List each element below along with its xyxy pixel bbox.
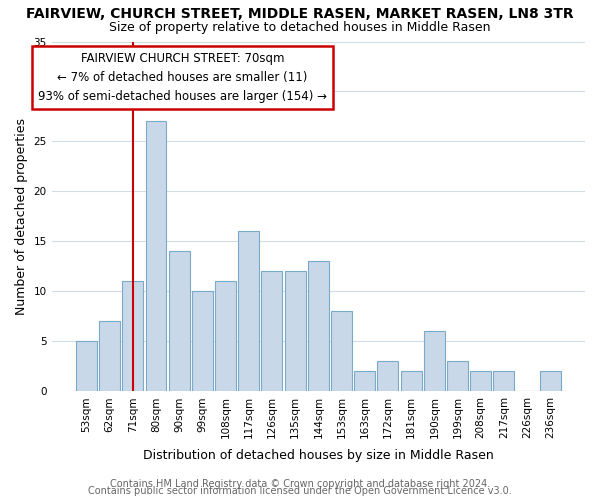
Text: Size of property relative to detached houses in Middle Rasen: Size of property relative to detached ho… [109,21,491,34]
Bar [470,372,491,392]
Bar [262,272,283,392]
Bar [122,282,143,392]
Bar [284,272,305,392]
Bar [424,332,445,392]
Bar [238,232,259,392]
Text: FAIRVIEW CHURCH STREET: 70sqm
← 7% of detached houses are smaller (11)
93% of se: FAIRVIEW CHURCH STREET: 70sqm ← 7% of de… [38,52,327,103]
X-axis label: Distribution of detached houses by size in Middle Rasen: Distribution of detached houses by size … [143,450,494,462]
Bar [169,252,190,392]
Bar [192,292,213,392]
Bar [331,312,352,392]
Text: Contains public sector information licensed under the Open Government Licence v3: Contains public sector information licen… [88,486,512,496]
Y-axis label: Number of detached properties: Number of detached properties [15,118,28,315]
Bar [99,322,120,392]
Bar [401,372,422,392]
Bar [354,372,375,392]
Bar [377,362,398,392]
Text: Contains HM Land Registry data © Crown copyright and database right 2024.: Contains HM Land Registry data © Crown c… [110,479,490,489]
Bar [447,362,468,392]
Bar [146,122,166,392]
Bar [493,372,514,392]
Bar [215,282,236,392]
Bar [540,372,561,392]
Text: FAIRVIEW, CHURCH STREET, MIDDLE RASEN, MARKET RASEN, LN8 3TR: FAIRVIEW, CHURCH STREET, MIDDLE RASEN, M… [26,8,574,22]
Bar [76,342,97,392]
Bar [308,262,329,392]
